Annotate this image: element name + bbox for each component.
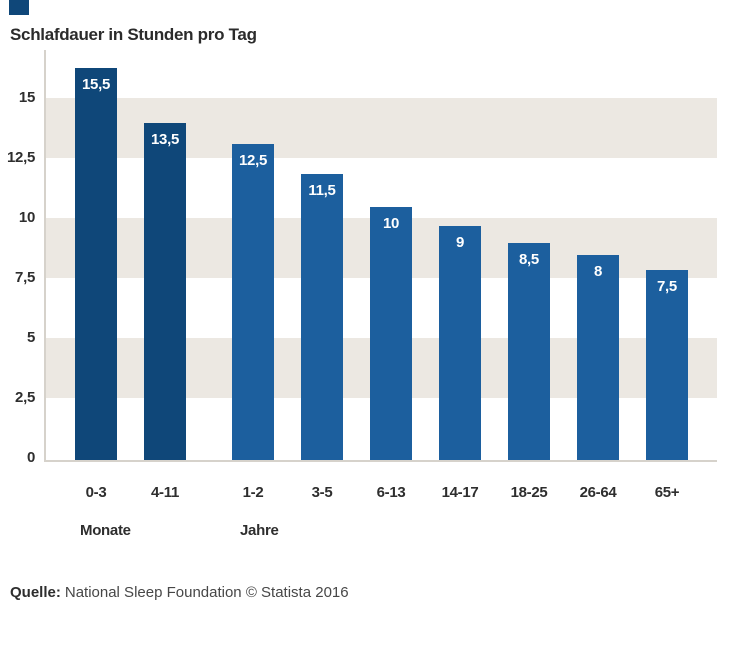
x-axis-line: [44, 460, 717, 462]
x-tick-label: 18-25: [510, 484, 548, 501]
y-tick-label: 2,5: [15, 389, 35, 406]
x-tick-label: 6-13: [376, 484, 406, 501]
bar: 12,5: [232, 144, 274, 460]
bar-value-label: 8: [593, 263, 603, 280]
y-tick-label: 7,5: [15, 269, 35, 286]
x-tick-label: 65+: [654, 484, 680, 501]
y-tick-label: 5: [26, 329, 35, 346]
bar-value-label: 13,5: [151, 131, 179, 148]
bar-value-label: 11,5: [308, 182, 336, 199]
x-tick-label: 26-64: [579, 484, 617, 501]
bar: 9: [439, 226, 481, 460]
bar-value-label: 8,5: [519, 251, 539, 268]
source-line: Quelle: National Sleep Foundation © Stati…: [10, 584, 349, 601]
y-axis-line: [44, 50, 46, 461]
bar: 8,5: [508, 243, 550, 460]
x-tick-label: 14-17: [441, 484, 479, 501]
x-tick-label: 3-5: [311, 484, 333, 501]
bar: 8: [577, 255, 619, 460]
chart-title: Schlafdauer in Stunden pro Tag: [10, 25, 257, 44]
y-tick-label: 0: [26, 449, 35, 466]
y-tick-label: 10: [18, 209, 35, 226]
source-text: National Sleep Foundation © Statista 201…: [64, 584, 349, 601]
category-group-label: Monate: [80, 522, 131, 539]
y-tick-label: 12,5: [7, 149, 35, 166]
bar-value-label: 9: [455, 234, 465, 251]
bar-value-label: 15,5: [82, 76, 110, 93]
x-tick-label: 4-11: [151, 484, 179, 501]
x-tick-label: 0-3: [85, 484, 107, 501]
source-label: Quelle:: [10, 584, 61, 601]
bar-value-label: 10: [382, 215, 400, 232]
x-tick-label: 1-2: [242, 484, 264, 501]
bar: 7,5: [646, 270, 688, 460]
category-group-label: Jahre: [240, 522, 279, 539]
bar: 15,5: [75, 68, 117, 460]
bar: 13,5: [144, 123, 186, 460]
brand-square-icon: [9, 0, 29, 15]
bar-value-label: 12,5: [239, 152, 267, 169]
bar: 11,5: [301, 174, 343, 460]
bar-value-label: 7,5: [657, 278, 677, 295]
y-tick-label: 15: [18, 89, 35, 106]
bar: 10: [370, 207, 412, 460]
